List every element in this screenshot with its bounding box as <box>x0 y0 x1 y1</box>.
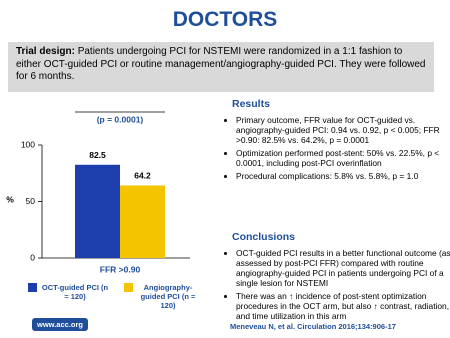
value-label: 82.5 <box>89 150 106 160</box>
x-tick-label: FFR >0.90 <box>100 264 141 274</box>
value-label: 64.2 <box>134 171 151 181</box>
trial-design: Trial design: Patients undergoing PCI fo… <box>8 42 434 92</box>
annotation: (p = 0.0001) <box>97 114 144 124</box>
legend-swatch <box>124 283 133 292</box>
slide-title: DOCTORS <box>172 8 278 31</box>
bullet: Optimization performed post-stent: 50% v… <box>236 148 450 168</box>
design-label: Trial design: <box>16 46 75 57</box>
bar <box>120 185 165 258</box>
design-text: Patients undergoing PCI for NSTEMI were … <box>16 46 426 82</box>
bar <box>75 164 120 258</box>
bullet: OCT-guided PCI results in a better funct… <box>236 248 450 288</box>
chart: (p = 0.0001) 0 50 100% 82.5 64.2 FFR >0.90 <box>6 111 190 274</box>
footer-url: www.acc.org <box>32 318 88 331</box>
y-tick-label: 100 <box>21 139 35 149</box>
bullet: Primary outcome, FFR value for OCT-guide… <box>236 115 450 145</box>
results-list: Primary outcome, FFR value for OCT-guide… <box>226 115 450 184</box>
legend-label: OCT-guided PCI (n = 120) <box>41 283 109 301</box>
legend-label: Angiography-guided PCI (n = 120) <box>140 283 196 310</box>
conclusions-list: OCT-guided PCI results in a better funct… <box>226 248 450 324</box>
bullet: Procedural complications: 5.8% vs. 5.8%,… <box>236 171 450 181</box>
bullet: There was an ↑ incidence of post-stent o… <box>236 291 450 321</box>
legend-swatch <box>28 283 37 292</box>
y-axis-label: % <box>6 194 14 204</box>
conclusions-title: Conclusions <box>232 231 296 243</box>
y-tick-label: 0 <box>30 252 35 262</box>
y-tick-label: 50 <box>26 196 36 206</box>
citation: Meneveau N, et al. Circulation 2016;134:… <box>230 322 396 331</box>
results-title: Results <box>232 98 270 110</box>
